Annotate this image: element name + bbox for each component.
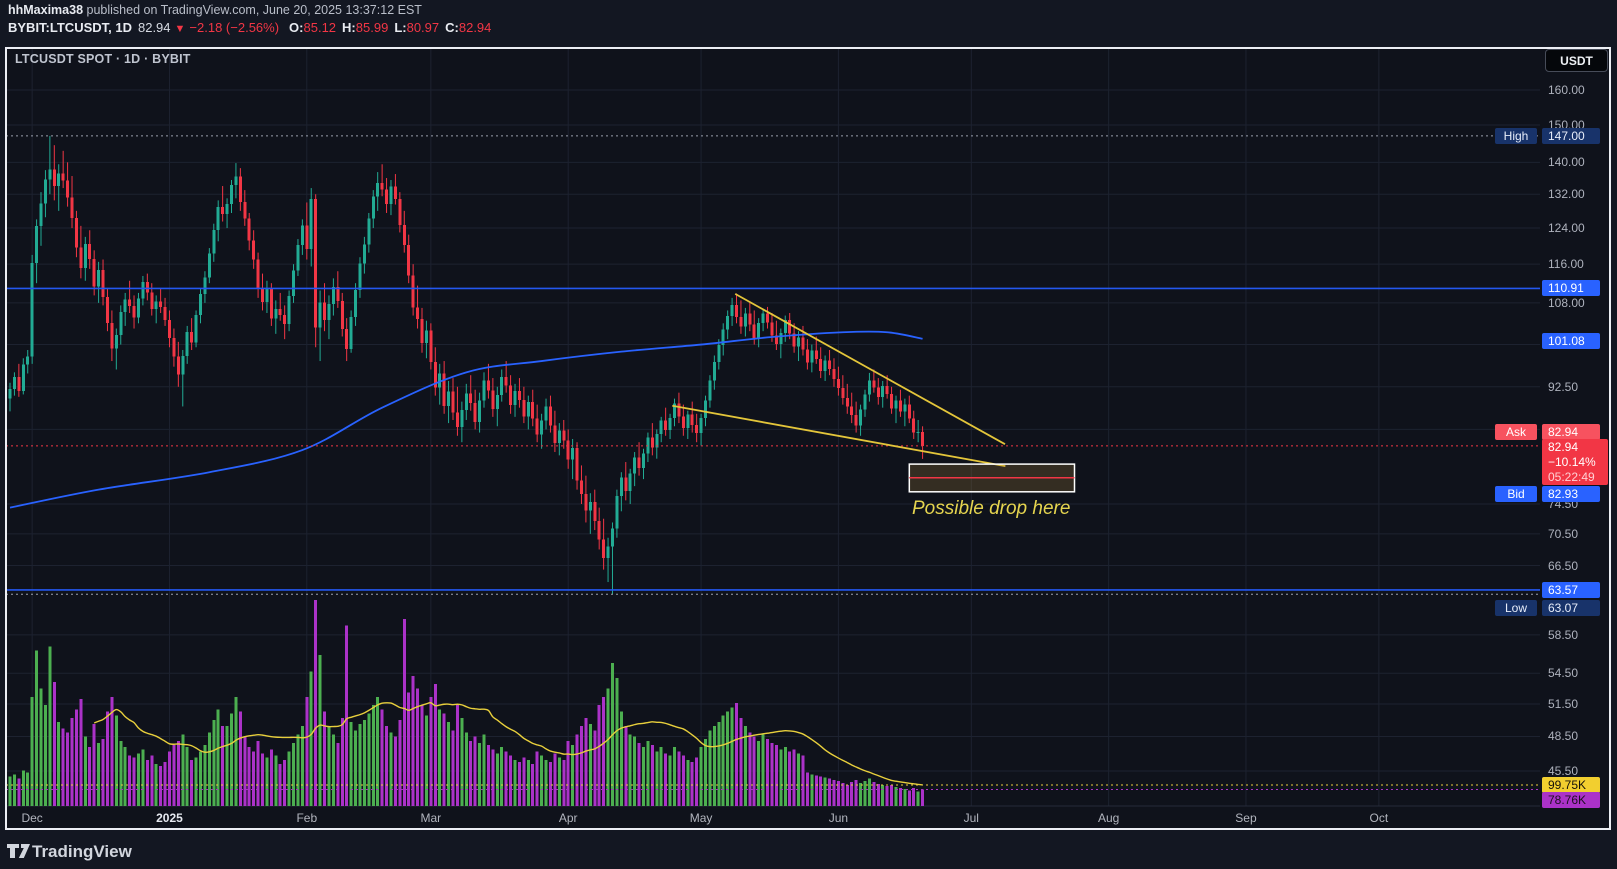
high-label: H: (342, 20, 356, 35)
candles-layer (8, 135, 925, 595)
price-tick-92.50: 92.50 (1548, 379, 1579, 394)
price-tick-54.50: 54.50 (1548, 666, 1579, 681)
time-tick-Jul: Jul (963, 811, 979, 825)
price-change: −2.18 (−2.56%) (189, 20, 280, 35)
moving-average-line[interactable] (9, 330, 923, 509)
price-tick-51.50: 51.50 (1548, 696, 1579, 711)
time-tick-Aug: Aug (1097, 811, 1120, 825)
price-chip-bid-tag: Bid (1495, 486, 1537, 502)
byline: hhMaxima38 published on TradingView.com,… (8, 3, 422, 17)
tradingview-brand[interactable]: TradingView (32, 842, 132, 861)
close-value: 82.94 (458, 20, 492, 35)
currency-toggle-button[interactable]: USDT (1545, 49, 1608, 72)
countdown-timer: 05:22:49 (1548, 470, 1595, 484)
close-label: C: (445, 20, 459, 35)
time-tick-Sep: Sep (1235, 811, 1257, 825)
time-tick-Feb: Feb (296, 811, 318, 825)
price-tick-132.00: 132.00 (1548, 187, 1585, 202)
price-tick-66.50: 66.50 (1548, 558, 1579, 573)
annotation-possible-drop[interactable]: Possible drop here (912, 498, 1070, 519)
grid-layer (6, 48, 1540, 807)
time-tick-Oct: Oct (1369, 811, 1389, 825)
byline-text: published on TradingView.com, June 20, 2… (83, 3, 422, 17)
time-axis-strip[interactable] (6, 807, 1540, 829)
low-label: L: (394, 20, 407, 35)
author-name[interactable]: hhMaxima38 (8, 3, 84, 17)
price-tick-58.50: 58.50 (1548, 627, 1579, 642)
time-tick-Jun: Jun (828, 811, 849, 825)
price-tick-124.00: 124.00 (1548, 221, 1585, 236)
trendline-wedge-upper[interactable] (734, 293, 1006, 445)
time-tick-Apr: Apr (558, 811, 578, 825)
time-tick-2025: 2025 (156, 811, 183, 825)
price-chip-volume-ma-value: 99.75K (1542, 777, 1600, 793)
open-value: 85.12 (303, 20, 337, 35)
price-chip-bid-value: 82.93 (1542, 486, 1600, 502)
price-chip-ask-value: 82.94 (1542, 424, 1600, 440)
time-tick-Dec: Dec (21, 811, 43, 825)
down-arrow-icon: ▼ (174, 23, 186, 35)
last-price-countdown-box: 82.94 −10.14% 05:22:49 (1542, 439, 1608, 485)
price-chip-level-value-63-57: 63.57 (1542, 582, 1600, 598)
price-chip-ask-tag: Ask (1495, 424, 1537, 440)
volume-ma-line (93, 702, 923, 786)
high-value: 85.99 (355, 20, 389, 35)
price-tick-140.00: 140.00 (1548, 155, 1585, 170)
price-chip-high-value: 147.00 (1542, 128, 1600, 144)
symbol-label: BYBIT:LTCUSDT, 1D (8, 20, 132, 35)
price-tick-160.00: 160.00 (1548, 83, 1585, 97)
price-chip-level-value-110-91: 110.91 (1542, 280, 1600, 296)
trendline-wedge-lower[interactable] (672, 404, 1006, 467)
countdown-change: −10.14% (1548, 455, 1596, 469)
time-tick-May: May (689, 811, 713, 825)
price-tick-108.00: 108.00 (1548, 295, 1585, 310)
chart-background (5, 47, 1611, 830)
price-tick-45.50: 45.50 (1548, 764, 1579, 779)
price-tick-48.50: 48.50 (1548, 729, 1579, 744)
open-label: O: (289, 20, 304, 35)
price-chip-low-tag: Low (1495, 600, 1537, 616)
time-tick-Mar: Mar (420, 811, 442, 825)
footer: TradingView (0, 838, 1617, 869)
last-price: 82.94 (137, 20, 171, 35)
price-chip-ma-current-value: 101.08 (1542, 333, 1600, 349)
price-tick-116.00: 116.00 (1548, 257, 1584, 272)
tradingview-logo-icon[interactable] (6, 842, 32, 862)
price-chip-volume-last-value: 78.76K (1542, 792, 1600, 808)
chart-legend: LTCUSDT SPOT · 1D · BYBIT (15, 52, 191, 66)
price-chip-high-tag: High (1495, 128, 1537, 144)
price-chip-low-value: 63.07 (1542, 600, 1600, 616)
price-tick-70.50: 70.50 (1548, 526, 1579, 541)
low-value: 80.97 (406, 20, 440, 35)
countdown-price: 82.94 (1548, 440, 1579, 454)
symbol-summary-line: BYBIT:LTCUSDT, 1D 82.94 ▼ −2.18 (−2.56%) O:8… (8, 20, 491, 35)
